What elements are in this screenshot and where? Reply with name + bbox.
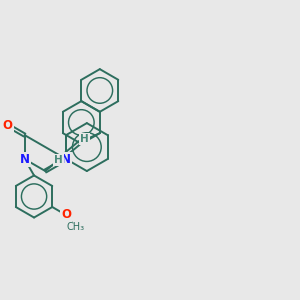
Text: H: H <box>54 155 63 165</box>
Text: N: N <box>61 153 71 166</box>
Text: N: N <box>20 153 30 166</box>
Text: O: O <box>3 119 13 132</box>
Text: CH₃: CH₃ <box>67 222 85 233</box>
Text: O: O <box>61 208 71 221</box>
Text: H: H <box>80 134 89 144</box>
